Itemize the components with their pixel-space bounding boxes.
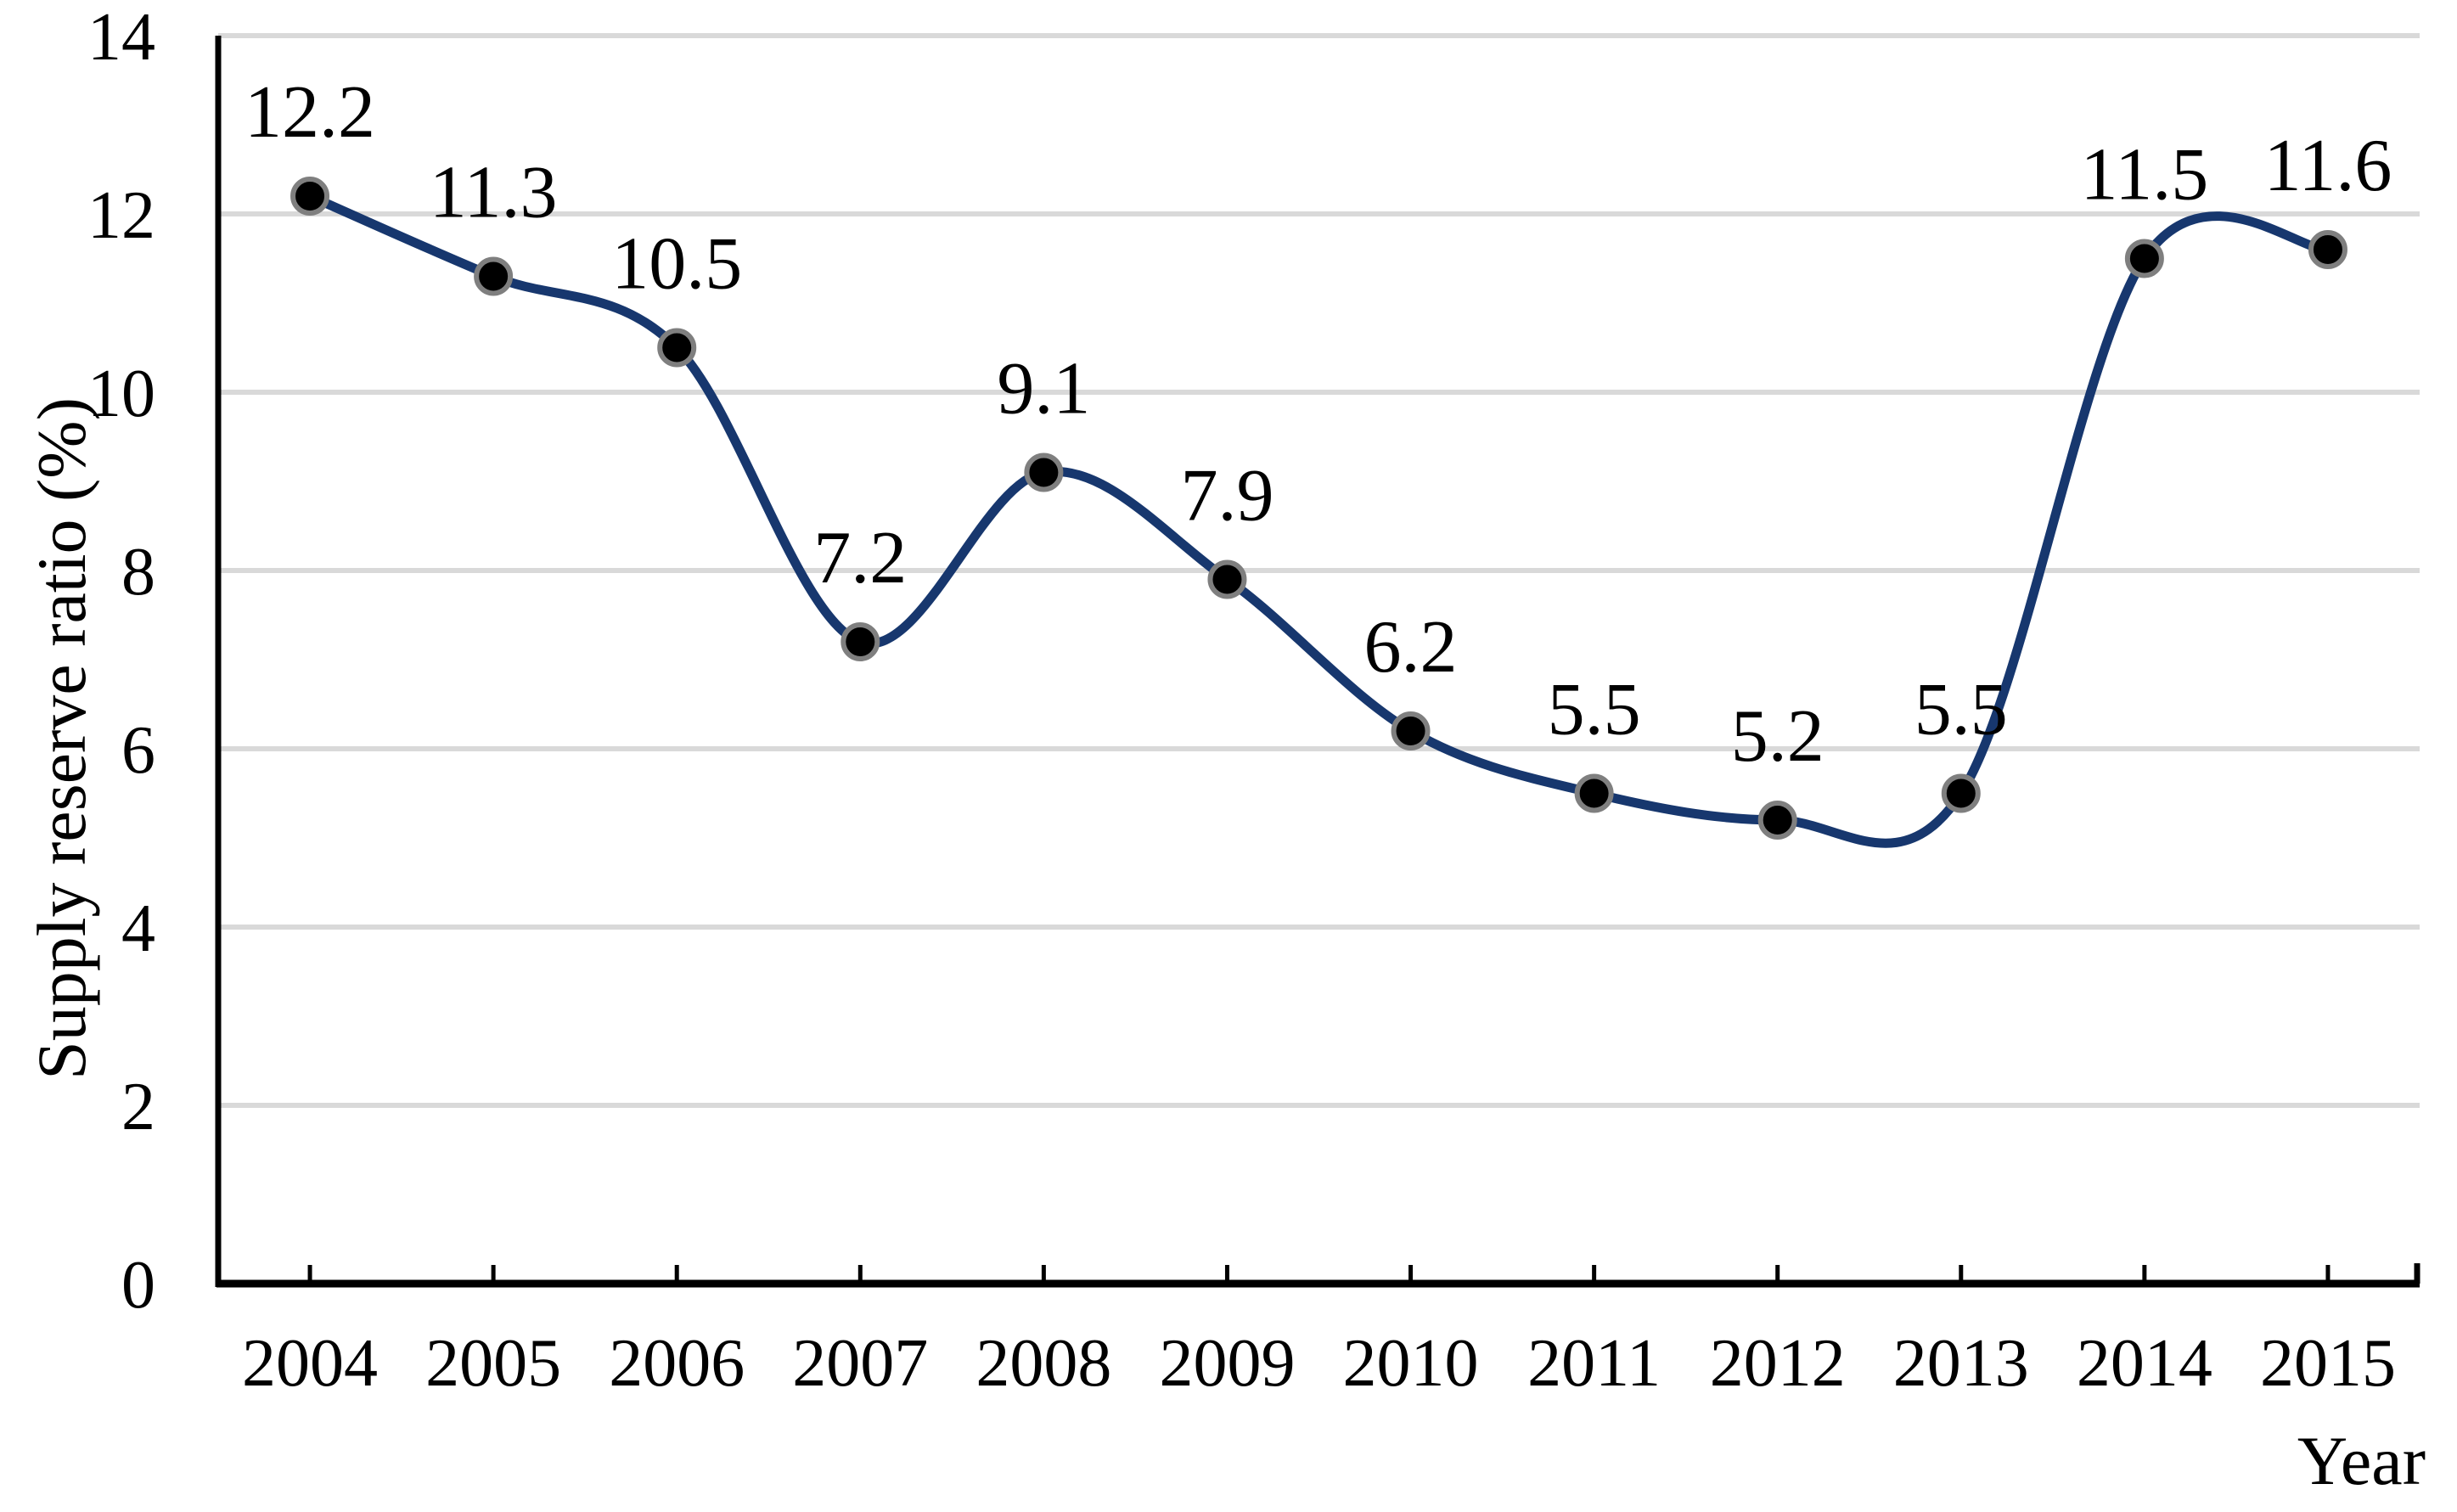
data-point-marker	[2124, 239, 2164, 278]
data-label: 5.5	[1548, 669, 1641, 751]
data-labels-group: 12.2 11.3 10.5 7.2 9.1 7.9 6.2 5.5 5.2 5.5 11.5 11.…	[245, 71, 2392, 778]
data-label: 12.2	[245, 71, 375, 154]
x-tick-label: 2010	[1343, 1326, 1479, 1401]
x-tick-label: 2013	[1893, 1326, 2029, 1401]
series-group	[290, 177, 2347, 848]
data-label: 11.3	[430, 152, 558, 234]
data-point-marker	[1024, 452, 1064, 492]
x-tick-label: 2006	[609, 1326, 745, 1401]
data-label: 11.5	[2081, 134, 2209, 216]
data-label: 11.6	[2264, 125, 2392, 207]
x-tick-label: 2004	[242, 1326, 378, 1401]
data-label: 7.9	[1180, 455, 1273, 537]
data-point-marker	[1941, 773, 1981, 813]
x-tick-label: 2008	[975, 1326, 1111, 1401]
gridlines-group	[218, 33, 2420, 1108]
x-tick-label: 2012	[1710, 1326, 1846, 1401]
x-tick-labels-group: 2004 2005 2006 2007 2008 2009 2010 2011 2012 2013…	[242, 1326, 2396, 1401]
data-point-marker	[474, 256, 514, 296]
data-point-marker	[1574, 773, 1614, 813]
x-tick-label: 2015	[2260, 1326, 2396, 1401]
data-label: 10.5	[611, 223, 742, 306]
data-label: 5.5	[1914, 669, 2008, 751]
data-label: 9.1	[997, 348, 1090, 430]
data-point-marker	[841, 622, 880, 661]
data-point-marker	[1757, 801, 1797, 840]
data-point-marker	[1391, 711, 1431, 750]
data-label: 7.2	[813, 517, 907, 599]
x-axis-title: Year	[2297, 1422, 2426, 1499]
y-tick-label: 12	[87, 178, 155, 253]
y-axis-title: Supply reserve ratio (%)	[23, 397, 100, 1080]
axes-group	[215, 36, 2420, 1288]
data-point-marker	[290, 177, 330, 216]
data-label: 5.2	[1731, 695, 1824, 778]
x-tick-label: 2011	[1527, 1326, 1661, 1401]
y-tick-label: 8	[121, 535, 155, 610]
y-tick-label: 6	[121, 713, 155, 788]
x-tick-label: 2007	[792, 1326, 928, 1401]
y-tick-label: 0	[121, 1248, 155, 1323]
y-tick-label: 14	[87, 0, 155, 75]
data-point-marker	[2308, 230, 2347, 269]
data-label: 6.2	[1364, 606, 1458, 689]
y-tick-label: 4	[121, 891, 155, 966]
data-point-marker	[1207, 559, 1247, 599]
x-tick-label: 2014	[2077, 1326, 2212, 1401]
y-tick-label: 2	[121, 1070, 155, 1144]
x-tick-label: 2005	[425, 1326, 561, 1401]
y-tick-labels-group: 0 2 4 6 8 10 12 14	[87, 0, 155, 1323]
y-tick-label: 10	[87, 357, 155, 431]
data-point-marker	[657, 328, 697, 368]
x-tick-label: 2009	[1159, 1326, 1295, 1401]
